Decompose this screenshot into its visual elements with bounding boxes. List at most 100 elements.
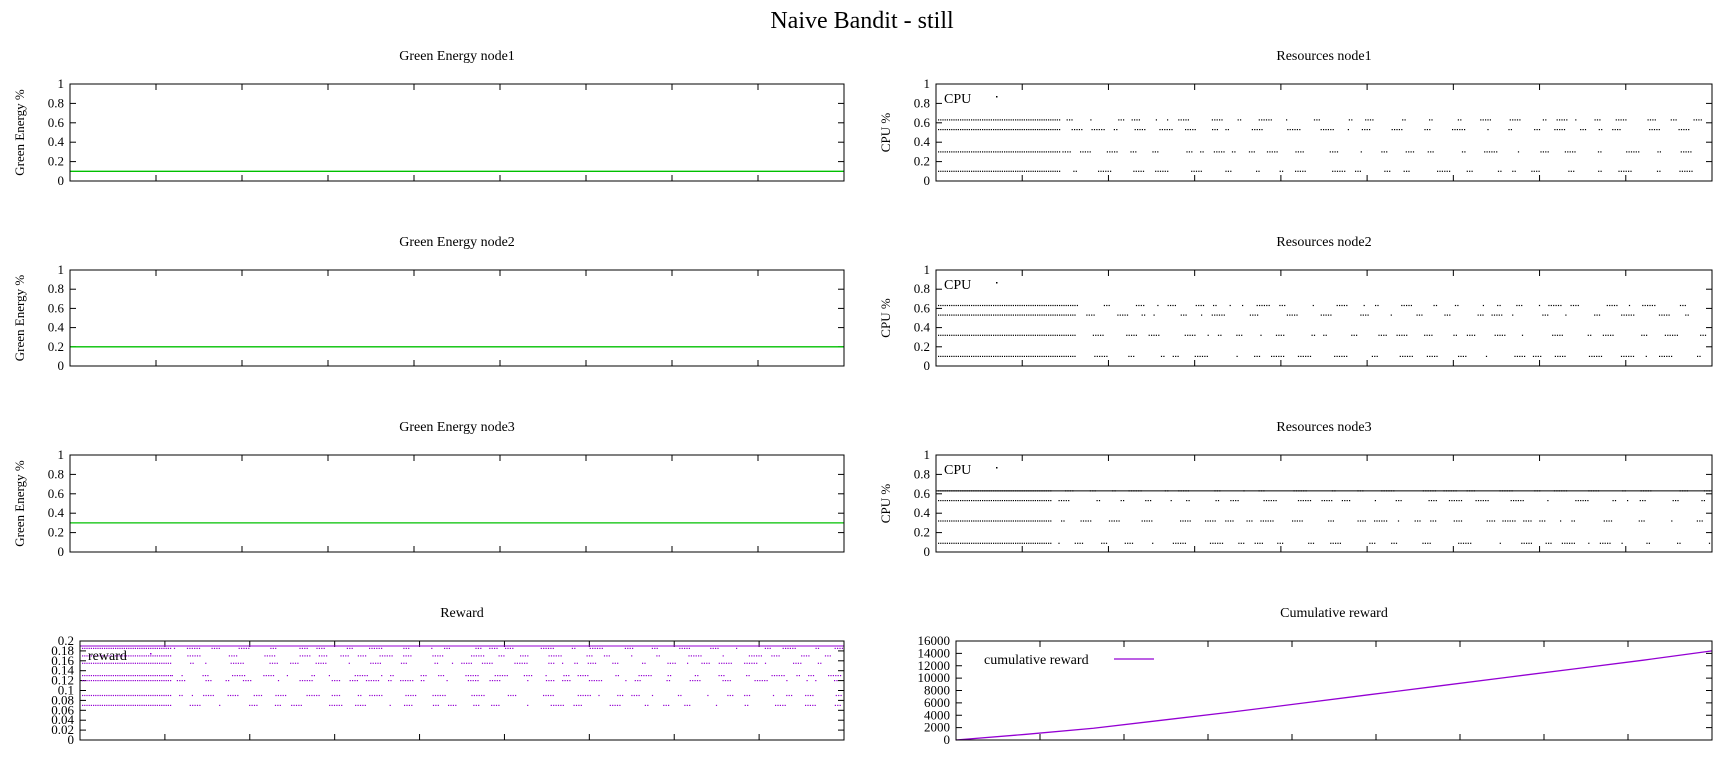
reward-point — [231, 655, 233, 657]
res2-point — [1017, 314, 1019, 316]
res2-point — [1371, 355, 1373, 357]
res1-point — [1612, 129, 1614, 131]
res2-point — [1278, 355, 1280, 357]
reward-point — [564, 680, 566, 682]
res1-point — [1004, 129, 1006, 131]
reward-point — [86, 694, 88, 697]
res2-point — [1613, 304, 1616, 307]
res2-point — [1561, 334, 1563, 336]
res2-point — [1126, 334, 1128, 336]
cum-plot-frame — [955, 640, 1713, 741]
res3-point — [1068, 500, 1070, 502]
res2-point — [1593, 355, 1595, 357]
reward-point — [452, 704, 454, 706]
res3-ytick-label: 0.6 — [914, 486, 931, 501]
reward-point — [764, 647, 766, 649]
reward-point — [108, 662, 110, 664]
reward-point — [243, 647, 245, 649]
reward-point — [196, 704, 199, 706]
reward-point — [112, 694, 114, 697]
reward-point — [764, 662, 767, 664]
res2-point — [1206, 355, 1208, 357]
res2-point — [1070, 304, 1072, 307]
res1-ylabel: CPU % — [878, 113, 893, 153]
reward-point — [588, 680, 591, 682]
res1-point — [964, 119, 966, 121]
res3-point — [1263, 500, 1265, 502]
res1-point — [1185, 119, 1187, 121]
res2-point — [1602, 334, 1604, 336]
reward-point — [403, 662, 405, 664]
reward-point — [304, 655, 306, 657]
res2-point — [1184, 334, 1186, 336]
res3-point — [1004, 520, 1006, 522]
res2-point — [1385, 334, 1387, 336]
reward-point — [596, 680, 598, 682]
res1-point — [1186, 151, 1188, 153]
res1-point — [1497, 170, 1500, 172]
res3-point — [1400, 500, 1402, 502]
reward-point — [540, 647, 542, 649]
reward-point — [448, 647, 450, 649]
res2-point — [1034, 334, 1036, 336]
reward-point — [86, 662, 88, 664]
reward-point — [609, 704, 611, 706]
res2-points — [938, 304, 1707, 357]
res2-point — [1339, 304, 1341, 307]
res2-point — [1458, 355, 1460, 357]
res2-point — [1554, 334, 1556, 336]
reward-point — [357, 655, 359, 657]
reward-point — [746, 675, 748, 677]
res2-point — [1404, 355, 1406, 357]
res1-point — [1216, 119, 1218, 121]
reward-point — [744, 704, 746, 706]
reward-point — [686, 647, 688, 649]
res2-point — [1679, 304, 1682, 307]
res1-point — [1140, 170, 1142, 172]
res1-point — [1574, 151, 1576, 153]
res3-point — [975, 542, 977, 544]
res1-point — [1023, 151, 1025, 153]
res2-point — [1596, 355, 1598, 357]
res3-point — [940, 490, 942, 492]
res2-point — [1153, 314, 1155, 316]
res1-point — [1021, 170, 1023, 172]
reward-point — [627, 647, 629, 649]
res3-point — [982, 542, 984, 544]
reward-ytick-label: 0.12 — [51, 673, 74, 688]
res1-point — [1297, 151, 1299, 153]
res3-point — [1028, 542, 1030, 544]
res1-point — [955, 129, 957, 131]
res2-point — [1021, 355, 1023, 357]
res2-point — [1070, 334, 1072, 336]
res2-point — [1191, 334, 1194, 336]
res3-point — [1012, 520, 1014, 522]
res2-point — [1671, 355, 1673, 357]
res2-point — [1008, 314, 1010, 316]
reward-point — [148, 675, 150, 677]
res1-point — [1401, 129, 1403, 131]
reward-point — [275, 694, 277, 697]
res3-point — [1294, 520, 1296, 522]
res1-point — [1010, 151, 1012, 153]
reward-point — [325, 662, 327, 664]
reward-point — [718, 662, 720, 664]
res3-point — [1111, 520, 1113, 522]
res2-point — [1177, 355, 1179, 357]
res3-point — [1571, 542, 1573, 544]
reward-point — [553, 704, 555, 706]
res1-point — [1023, 170, 1025, 172]
res3-point — [1032, 500, 1034, 502]
reward-point — [269, 655, 271, 657]
res2-point — [1421, 314, 1423, 316]
reward-point — [644, 704, 646, 706]
res2-point — [1501, 334, 1503, 336]
reward-point — [338, 704, 340, 706]
reward-point — [592, 662, 594, 664]
res2-point — [1416, 314, 1418, 316]
res3-point — [1028, 500, 1030, 502]
reward-point — [139, 675, 141, 677]
res1-point — [1073, 170, 1075, 172]
res3-point — [1279, 542, 1281, 544]
reward-point — [631, 655, 633, 657]
